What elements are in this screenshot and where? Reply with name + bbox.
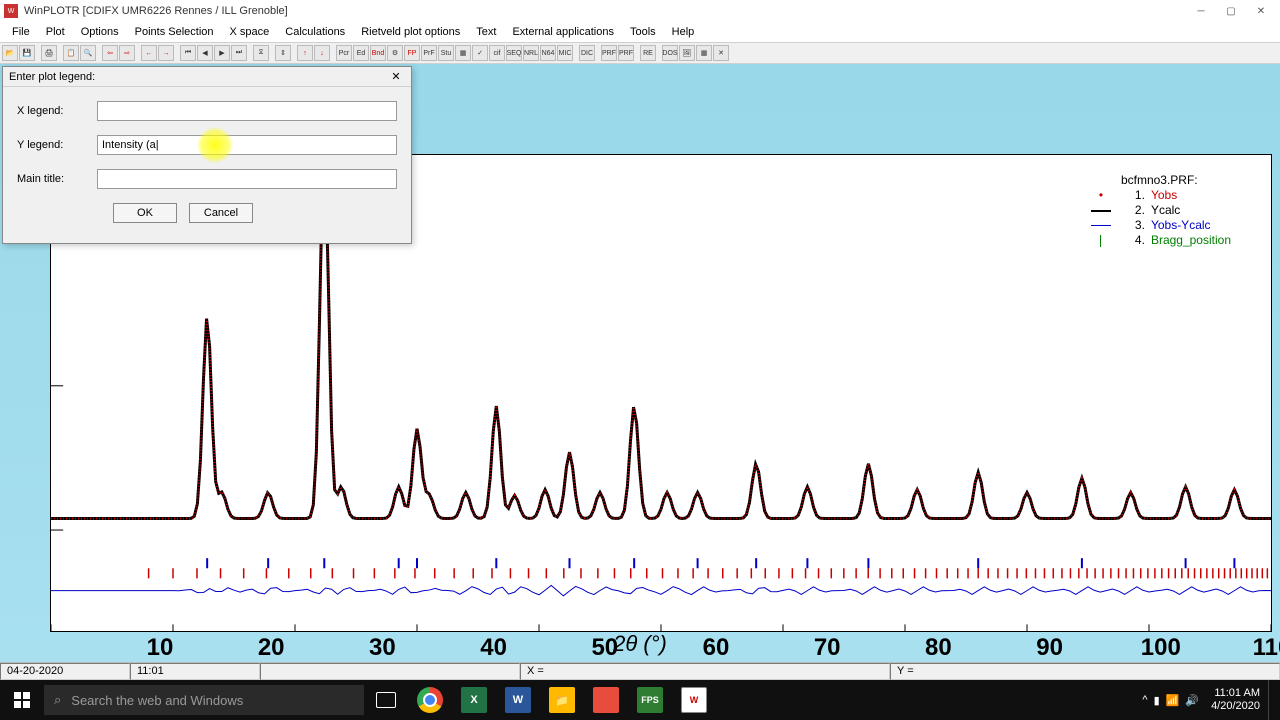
status-date: 04-20-2020 xyxy=(0,663,130,680)
show-desktop-button[interactable] xyxy=(1268,680,1280,720)
toolbar-button[interactable]: 💾 xyxy=(19,45,35,61)
x-axis-label: 2θ (°) xyxy=(613,631,667,657)
toolbar-button[interactable]: RE xyxy=(640,45,656,61)
menu-external-applications[interactable]: External applications xyxy=(504,24,622,40)
word-icon[interactable]: W xyxy=(496,680,540,720)
toolbar-button[interactable]: ⏮ xyxy=(180,45,196,61)
window-title: WinPLOTR [CDIFX UMR6226 Rennes / ILL Gre… xyxy=(24,5,288,17)
toolbar: 📂💾🖨📋🔍⇦⇨←→⏮◀▶⏭⧖⇕↑↓PcrEdBnd⚙FPPrFStu▦✓cifS… xyxy=(0,42,1280,64)
tray-wifi-icon[interactable]: 📶 xyxy=(1166,694,1180,707)
dialog-close-button[interactable]: ✕ xyxy=(387,69,405,85)
app-icon-1[interactable] xyxy=(584,680,628,720)
toolbar-button[interactable]: ↑ xyxy=(297,45,313,61)
toolbar-button[interactable]: 📂 xyxy=(2,45,18,61)
app-icon: W xyxy=(4,4,18,18)
start-button[interactable] xyxy=(0,680,44,720)
toolbar-button[interactable]: ✕ xyxy=(713,45,729,61)
status-time: 11:01 xyxy=(130,663,260,680)
toolbar-button[interactable]: ⇨ xyxy=(119,45,135,61)
menu-plot[interactable]: Plot xyxy=(38,24,73,40)
toolbar-button[interactable]: ✓ xyxy=(472,45,488,61)
toolbar-button[interactable]: DIC xyxy=(579,45,595,61)
toolbar-button[interactable]: ⇦ xyxy=(102,45,118,61)
toolbar-button[interactable]: ↓ xyxy=(314,45,330,61)
toolbar-button[interactable]: ▦ xyxy=(696,45,712,61)
y-legend-label: Y legend: xyxy=(17,139,97,151)
toolbar-button[interactable]: ◀ xyxy=(197,45,213,61)
minimize-button[interactable]: ─ xyxy=(1186,2,1216,20)
titlebar: W WinPLOTR [CDIFX UMR6226 Rennes / ILL G… xyxy=(0,0,1280,22)
toolbar-button[interactable]: ← xyxy=(141,45,157,61)
fps-icon[interactable]: FPS xyxy=(628,680,672,720)
ok-button[interactable]: OK xyxy=(113,203,177,223)
x-legend-input[interactable] xyxy=(97,101,397,121)
statusbar: 04-20-2020 11:01 X = Y = xyxy=(0,662,1280,680)
toolbar-button[interactable]: ▦ xyxy=(455,45,471,61)
menu-help[interactable]: Help xyxy=(664,24,703,40)
status-x: X = xyxy=(520,663,890,680)
close-button[interactable]: ✕ xyxy=(1246,2,1276,20)
toolbar-button[interactable]: ⧖ xyxy=(253,45,269,61)
taskbar: ⌕ Search the web and Windows X W 📁 FPS W… xyxy=(0,680,1280,720)
task-view-icon[interactable] xyxy=(364,680,408,720)
menu-calculations[interactable]: Calculations xyxy=(277,24,353,40)
toolbar-button[interactable]: ⏭ xyxy=(231,45,247,61)
chrome-icon[interactable] xyxy=(408,680,452,720)
taskbar-search[interactable]: ⌕ Search the web and Windows xyxy=(44,685,364,715)
excel-icon[interactable]: X xyxy=(452,680,496,720)
main-title-input[interactable] xyxy=(97,169,397,189)
x-legend-label: X legend: xyxy=(17,105,97,117)
dialog-title: Enter plot legend: xyxy=(9,71,95,83)
toolbar-button[interactable]: 🖨 xyxy=(41,45,57,61)
toolbar-button[interactable]: 🖼 xyxy=(679,45,695,61)
menu-points-selection[interactable]: Points Selection xyxy=(127,24,222,40)
toolbar-button[interactable]: SEQ xyxy=(506,45,522,61)
menu-tools[interactable]: Tools xyxy=(622,24,664,40)
toolbar-button[interactable]: PrF xyxy=(421,45,437,61)
toolbar-button[interactable]: ⇕ xyxy=(275,45,291,61)
toolbar-button[interactable]: FP xyxy=(404,45,420,61)
menu-rietveld-plot-options[interactable]: Rietveld plot options xyxy=(353,24,468,40)
tray-chevron-icon[interactable]: ^ xyxy=(1142,694,1147,706)
toolbar-button[interactable]: Stu xyxy=(438,45,454,61)
toolbar-button[interactable]: ▶ xyxy=(214,45,230,61)
status-y: Y = xyxy=(890,663,1280,680)
cancel-button[interactable]: Cancel xyxy=(189,203,253,223)
toolbar-button[interactable]: Ed xyxy=(353,45,369,61)
menu-x-space[interactable]: X space xyxy=(222,24,278,40)
menu-file[interactable]: File xyxy=(4,24,38,40)
toolbar-button[interactable]: → xyxy=(158,45,174,61)
toolbar-button[interactable]: PRF xyxy=(601,45,617,61)
winplotr-taskbar-icon[interactable]: W xyxy=(672,680,716,720)
toolbar-button[interactable]: NRL xyxy=(523,45,539,61)
menubar: FilePlotOptionsPoints SelectionX spaceCa… xyxy=(0,22,1280,42)
clock-date: 4/20/2020 xyxy=(1211,700,1260,713)
toolbar-button[interactable]: 📋 xyxy=(63,45,79,61)
maximize-button[interactable]: ▢ xyxy=(1216,2,1246,20)
taskbar-clock[interactable]: 11:01 AM 4/20/2020 xyxy=(1203,687,1268,713)
status-mid xyxy=(260,663,520,680)
toolbar-button[interactable]: N64 xyxy=(540,45,556,61)
toolbar-button[interactable]: DOS xyxy=(662,45,678,61)
toolbar-button[interactable]: 🔍 xyxy=(80,45,96,61)
toolbar-button[interactable]: cif xyxy=(489,45,505,61)
toolbar-button[interactable]: PRF xyxy=(618,45,634,61)
toolbar-button[interactable]: Bnd xyxy=(370,45,386,61)
main-title-label: Main title: xyxy=(17,173,97,185)
menu-options[interactable]: Options xyxy=(73,24,127,40)
clock-time: 11:01 AM xyxy=(1211,687,1260,700)
search-placeholder: Search the web and Windows xyxy=(71,693,243,708)
y-legend-input[interactable] xyxy=(97,135,397,155)
menu-text[interactable]: Text xyxy=(468,24,504,40)
system-tray[interactable]: ^ ▮ 📶 🔊 xyxy=(1138,694,1203,707)
toolbar-button[interactable]: MIC xyxy=(557,45,573,61)
plot-legend: bcfmno3.PRF:•1. Yobs2. Ycalc3. Yobs-Ycal… xyxy=(1087,173,1231,248)
tray-volume-icon[interactable]: 🔊 xyxy=(1185,694,1199,707)
toolbar-button[interactable]: ⚙ xyxy=(387,45,403,61)
legend-dialog: Enter plot legend: ✕ X legend: Y legend:… xyxy=(2,66,412,244)
toolbar-button[interactable]: Pcr xyxy=(336,45,352,61)
tray-battery-icon[interactable]: ▮ xyxy=(1154,694,1160,707)
explorer-icon[interactable]: 📁 xyxy=(540,680,584,720)
